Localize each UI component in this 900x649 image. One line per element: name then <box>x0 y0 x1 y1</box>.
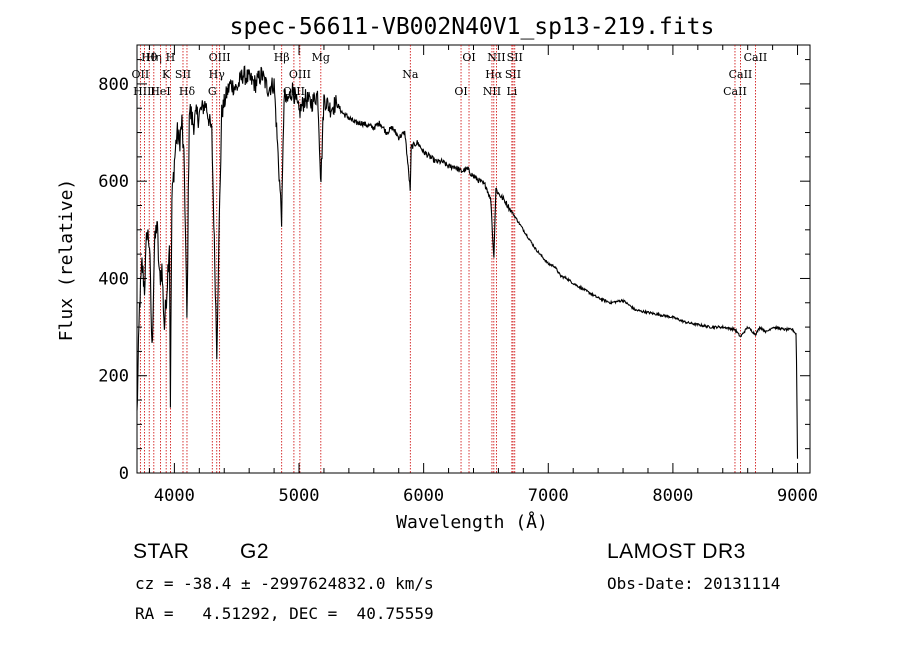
marker-label: OIII <box>283 85 305 98</box>
marker-label: OI <box>462 51 475 64</box>
x-axis-label: Wavelength (Å) <box>396 511 548 533</box>
axes: 4000 5000 6000 7000 8000 9000 0 200 400 600 800 <box>98 45 818 506</box>
marker-label: OI <box>454 85 467 98</box>
y-tick-label: 800 <box>98 75 129 95</box>
y-tick-label: 0 <box>119 464 129 484</box>
x-tick-label: 5000 <box>279 486 320 506</box>
marker-label: SII <box>175 68 191 81</box>
obs-date: Obs-Date: 20131114 <box>607 574 781 593</box>
spectral-line-markers: HθOIIHIIIHηKHeIHSIIHδOIIIHγGHβOIIIOIIIMg… <box>132 45 768 473</box>
marker-label: OIII <box>209 51 231 64</box>
marker-label: Na <box>402 68 419 81</box>
marker-label: Mg <box>312 51 330 64</box>
marker-label: SII <box>507 51 523 64</box>
x-tick-label: 8000 <box>652 486 693 506</box>
chart-title: spec-56611-VB002N40V1_sp13-219.fits <box>230 14 715 40</box>
marker-label: HIII <box>133 85 156 98</box>
plot-frame <box>136 44 811 474</box>
marker-label: CaII <box>723 85 747 98</box>
marker-label: H <box>166 51 176 64</box>
spectral-subclass: G2 <box>240 540 270 563</box>
y-tick-label: 200 <box>98 367 129 387</box>
coordinates: RA = 4.51292, DEC = 40.75559 <box>135 604 434 623</box>
spectrum-line <box>136 65 799 459</box>
marker-label: Hγ <box>209 68 226 81</box>
marker-label: Hη <box>146 51 162 64</box>
marker-label: Hδ <box>179 85 196 98</box>
marker-label: Hα <box>485 68 503 81</box>
marker-label: SII <box>505 68 521 81</box>
y-axis-label: Flux (relative) <box>56 179 77 342</box>
object-type: STAR <box>133 540 190 563</box>
marker-label: NII <box>483 85 501 98</box>
marker-label: Hβ <box>274 51 290 64</box>
redshift-text: cz = -38.4 ± -2997624832.0 km/s <box>135 574 434 593</box>
x-tick-label: 6000 <box>403 486 444 506</box>
x-tick-label: 7000 <box>528 486 569 506</box>
x-tick-label: 9000 <box>777 486 818 506</box>
survey-name: LAMOST DR3 <box>607 540 746 563</box>
marker-label: OII <box>132 68 150 81</box>
y-tick-label: 400 <box>98 269 129 289</box>
marker-label: K <box>162 68 171 81</box>
marker-label: HeI <box>150 85 170 98</box>
marker-label: Li <box>506 85 517 98</box>
marker-label: OIII <box>289 68 311 81</box>
marker-label: CaII <box>729 68 753 81</box>
marker-label: CaII <box>744 51 768 64</box>
marker-label: G <box>208 85 217 98</box>
y-tick-label: 600 <box>98 172 129 192</box>
x-tick-label: 4000 <box>154 486 195 506</box>
marker-label: NII <box>487 51 505 64</box>
